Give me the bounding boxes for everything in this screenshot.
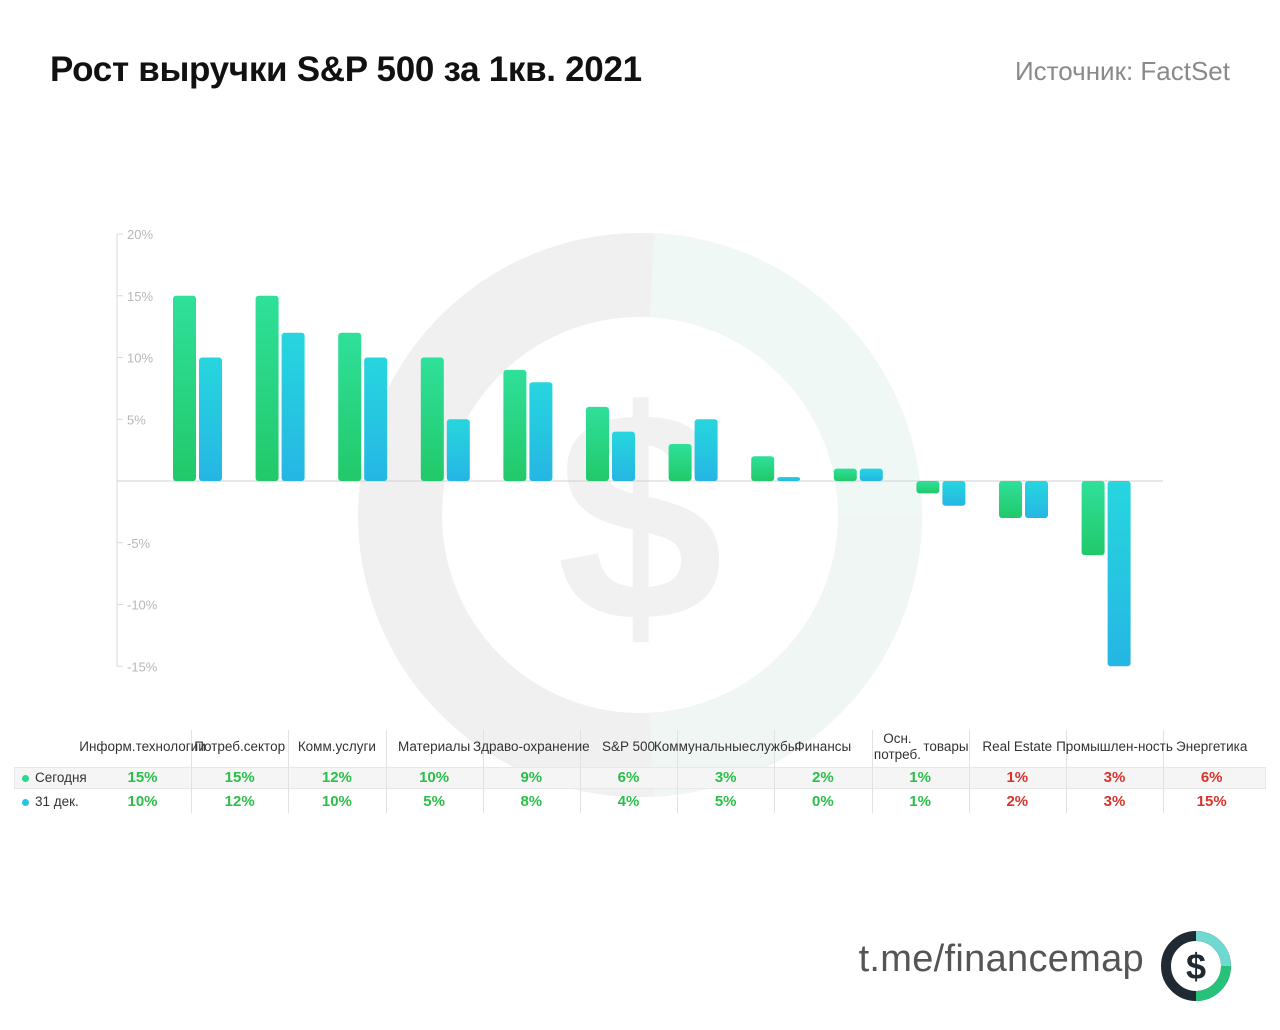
bar-today-11 [1081,481,1105,556]
table-cell: 10% [321,793,352,810]
column-header: S&P 500 [601,739,656,754]
table-cell: 15% [1196,793,1227,810]
table-cell: 12% [321,769,352,786]
row-label-text: Сегодня [35,770,87,785]
column-divider [1163,730,1165,813]
table-cell: 12% [224,793,255,810]
table-cell: 8% [520,793,543,810]
table-cell: 4% [617,793,640,810]
bar-today-8 [833,468,857,481]
bar-dec31-7 [777,477,801,481]
watermark-logo: $ [358,233,923,797]
table-cell: 3% [1103,793,1126,810]
column-header: Осн. потреб. товары [873,731,969,762]
y-tick-label: 20% [127,227,153,242]
column-divider [288,730,290,813]
table-cell: 6% [1200,769,1223,786]
column-header: Энергетика [1176,739,1248,754]
column-header: Потреб. сектор [194,739,286,754]
bar-today-3 [420,357,444,481]
table-cell: 9% [520,769,543,786]
bar-dec31-10 [1025,481,1048,519]
table-cell: 1% [909,793,931,810]
legend-dot-icon [22,798,29,806]
column-header: Коммунальные службы [653,739,798,754]
logo-dollar-icon: $ [1186,946,1206,987]
financemap-logo-icon: $ [1161,931,1231,1001]
bar-today-2 [338,332,362,481]
bar-dec31-1 [281,332,305,481]
table-cell: 10% [127,793,158,810]
watermark-dollar-icon: $ [557,348,724,684]
legend-dot-icon [22,774,29,782]
table-cell: 6% [617,769,640,786]
table-cell: 5% [423,793,445,810]
row-label: 31 дек. [22,791,79,813]
table-cell: 15% [224,769,255,786]
bar-today-7 [751,456,775,481]
table-cell: 2% [812,769,834,786]
y-tick-label: 15% [127,289,153,304]
column-divider [191,730,193,813]
source-label: Источник: FactSet [1014,56,1230,86]
column-header: Промышлен-ность [1056,739,1173,754]
column-divider [968,730,970,813]
column-divider [774,730,776,813]
table-cell: 3% [714,769,737,786]
column-header: Информ. технологии [79,739,206,754]
table-row-band [14,767,1266,789]
table-cell: 1% [909,769,931,786]
chart-title: Рост выручки S&P 500 за 1кв. 2021 [50,50,642,89]
bars [173,295,1131,667]
bar-today-9 [916,481,940,494]
row-label-text: 31 дек. [35,794,79,809]
table-cell: 5% [714,793,737,810]
bar-today-5 [586,406,609,481]
table-cell: 0% [812,793,834,810]
column-header: Здраво-охранение [472,739,590,754]
y-tick-label: 5% [127,412,146,427]
column-divider [580,730,581,813]
bar-dec31-2 [364,357,388,481]
column-header: Материалы [397,739,471,754]
bar-today-6 [668,443,692,481]
column-divider [677,730,679,813]
y-tick-label: -5% [127,536,151,551]
bar-dec31-0 [199,357,222,481]
y-tick-label: -15% [127,659,158,674]
footer-link[interactable]: t.me/financemap [858,938,1144,980]
bar-dec31-9 [942,481,966,506]
bar-dec31-5 [612,431,635,481]
y-tick-label: 10% [127,351,153,366]
column-divider [1066,730,1067,813]
bar-dec31-11 [1107,481,1131,667]
column-header: Real Estate [982,739,1053,754]
table-cell: 3% [1103,769,1126,786]
column-header: Комм. услуги [297,739,376,754]
table-cell: 10% [419,769,450,786]
row-label: Сегодня [22,767,87,789]
column-header: Финансы [794,739,852,754]
table-cell: 2% [1006,793,1029,810]
bar-today-4 [503,369,527,481]
column-divider [482,730,484,813]
bar-dec31-8 [859,468,883,481]
table-cell: 1% [1006,769,1029,786]
bar-dec31-4 [529,382,553,481]
bar-dec31-6 [694,419,718,481]
table-cell: 15% [127,769,158,786]
column-divider [385,730,387,813]
bar-today-1 [255,295,279,481]
bar-dec31-3 [446,419,470,481]
bar-today-0 [173,295,196,481]
y-tick-label: -10% [127,598,158,613]
bar-today-10 [999,481,1022,519]
column-divider [871,730,873,813]
